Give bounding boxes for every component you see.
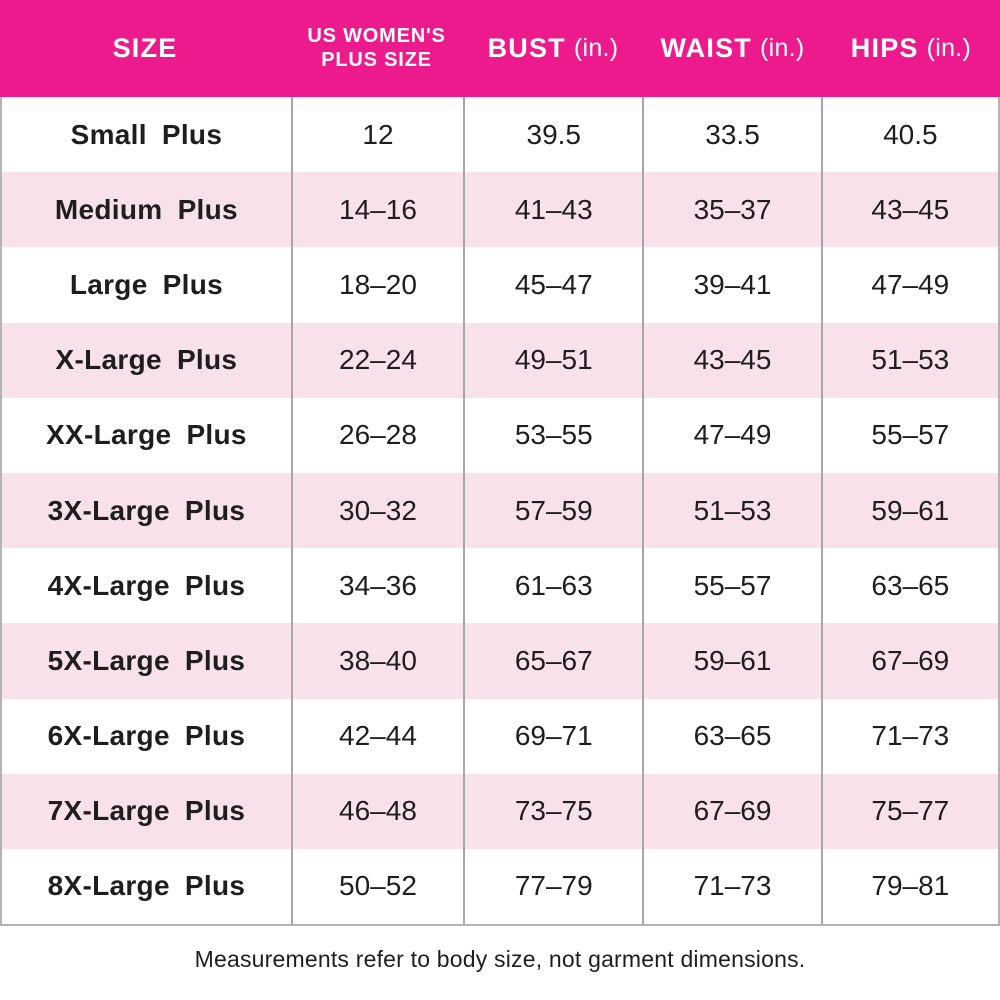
hips-cell: 79–81 <box>820 848 998 925</box>
bust-cell: 45–47 <box>463 247 642 323</box>
column-header-us-plus-size-line1: US WOMEN'S <box>307 24 446 47</box>
table-row: 4X-Large Plus 34–36 61–63 55–57 63–65 <box>2 548 998 624</box>
bust-cell: 77–79 <box>463 848 642 925</box>
bust-cell: 69–71 <box>463 698 642 774</box>
column-header-waist-unit: (in.) <box>759 34 805 62</box>
us-plus-size-cell: 30–32 <box>290 472 463 549</box>
waist-cell: 51–53 <box>642 472 820 549</box>
table-row: XX-Large Plus 26–28 53–55 47–49 55–57 <box>2 397 998 473</box>
size-table-body: Small Plus 12 39.5 33.5 40.5 Medium Plus… <box>0 97 1000 926</box>
size-cell: X-Large Plus <box>55 344 238 376</box>
us-plus-size-cell: 46–48 <box>290 773 463 849</box>
column-header-bust-label: BUST <box>487 33 566 63</box>
us-plus-size-cell: 34–36 <box>290 548 463 624</box>
column-header-hips-unit: (in.) <box>926 34 972 62</box>
hips-cell: 71–73 <box>820 698 998 774</box>
hips-cell: 47–49 <box>820 247 998 323</box>
size-cell: 4X-Large Plus <box>47 569 246 601</box>
table-header-row: SIZE US WOMEN'S PLUS SIZE BUST (in.) WAI… <box>0 0 1000 97</box>
waist-cell: 47–49 <box>642 397 820 473</box>
bust-cell: 39.5 <box>463 97 642 173</box>
waist-cell: 35–37 <box>642 172 820 248</box>
footnote: Measurements refer to body size, not gar… <box>194 946 806 972</box>
column-header-us-plus-size-label: US WOMEN'S PLUS SIZE <box>307 25 445 72</box>
size-cell: Small Plus <box>70 118 223 150</box>
hips-cell: 43–45 <box>820 172 998 248</box>
bust-cell: 41–43 <box>463 172 642 248</box>
column-header-size-label: SIZE <box>112 33 178 63</box>
table-row: Medium Plus 14–16 41–43 35–37 43–45 <box>2 172 998 248</box>
table-row: 5X-Large Plus 38–40 65–67 59–61 67–69 <box>2 623 998 699</box>
bust-cell: 57–59 <box>463 472 642 549</box>
column-header-size: SIZE <box>0 0 290 97</box>
column-header-us-plus-size-line2: PLUS SIZE <box>321 48 432 71</box>
table-row: 6X-Large Plus 42–44 69–71 63–65 71–73 <box>2 698 998 774</box>
hips-cell: 67–69 <box>820 623 998 699</box>
bust-cell: 53–55 <box>463 397 642 473</box>
us-plus-size-cell: 12 <box>290 97 463 173</box>
column-header-hips-label: HIPS <box>850 33 919 63</box>
waist-cell: 43–45 <box>642 322 820 398</box>
waist-cell: 39–41 <box>642 247 820 323</box>
hips-cell: 75–77 <box>820 773 998 849</box>
us-plus-size-cell: 42–44 <box>290 698 463 774</box>
table-row: 3X-Large Plus 30–32 57–59 51–53 59–61 <box>2 472 998 549</box>
hips-cell: 55–57 <box>820 397 998 473</box>
size-cell: Medium Plus <box>54 193 238 225</box>
table-row: 7X-Large Plus 46–48 73–75 67–69 75–77 <box>2 773 998 849</box>
us-plus-size-cell: 50–52 <box>290 848 463 925</box>
column-header-hips: HIPS (in.) <box>822 0 1000 97</box>
us-plus-size-cell: 26–28 <box>290 397 463 473</box>
size-cell: 6X-Large Plus <box>47 720 246 752</box>
us-plus-size-cell: 22–24 <box>290 322 463 398</box>
us-plus-size-cell: 14–16 <box>290 172 463 248</box>
table-row: X-Large Plus 22–24 49–51 43–45 51–53 <box>2 322 998 398</box>
hips-cell: 63–65 <box>820 548 998 624</box>
table-row: Large Plus 18–20 45–47 39–41 47–49 <box>2 247 998 323</box>
column-header-waist: WAIST (in.) <box>643 0 822 97</box>
waist-cell: 63–65 <box>642 698 820 774</box>
hips-cell: 51–53 <box>820 322 998 398</box>
bust-cell: 73–75 <box>463 773 642 849</box>
bust-cell: 61–63 <box>463 548 642 624</box>
waist-cell: 67–69 <box>642 773 820 849</box>
table-row: 8X-Large Plus 50–52 77–79 71–73 79–81 <box>2 848 998 925</box>
size-cell: 5X-Large Plus <box>47 644 246 676</box>
waist-cell: 55–57 <box>642 548 820 624</box>
size-cell: Large Plus <box>69 268 223 300</box>
waist-cell: 59–61 <box>642 623 820 699</box>
us-plus-size-cell: 38–40 <box>290 623 463 699</box>
us-plus-size-cell: 18–20 <box>290 247 463 323</box>
table-row: Small Plus 12 39.5 33.5 40.5 <box>2 97 998 173</box>
waist-cell: 71–73 <box>642 848 820 925</box>
column-header-bust: BUST (in.) <box>463 0 643 97</box>
hips-cell: 40.5 <box>820 97 998 173</box>
hips-cell: 59–61 <box>820 472 998 549</box>
column-header-bust-unit: (in.) <box>573 34 619 62</box>
waist-cell: 33.5 <box>642 97 820 173</box>
bust-cell: 65–67 <box>463 623 642 699</box>
column-header-waist-label: WAIST <box>660 33 752 63</box>
bust-cell: 49–51 <box>463 322 642 398</box>
size-cell: 7X-Large Plus <box>47 795 246 827</box>
size-cell: 3X-Large Plus <box>47 494 246 526</box>
column-header-us-plus-size: US WOMEN'S PLUS SIZE <box>290 0 463 97</box>
size-cell: XX-Large Plus <box>46 419 247 451</box>
size-cell: 8X-Large Plus <box>47 870 246 902</box>
